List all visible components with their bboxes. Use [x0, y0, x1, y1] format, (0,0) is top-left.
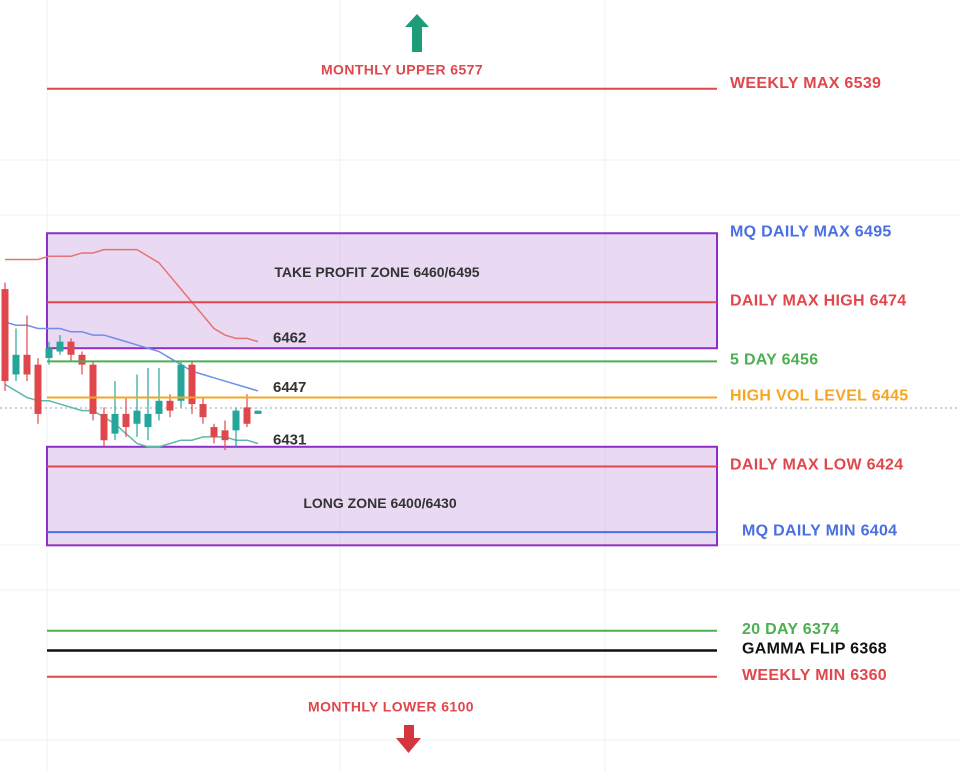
candle-body [34, 364, 42, 414]
candle-body [221, 430, 229, 441]
candle-body [100, 413, 108, 441]
level-label: HIGH VOL LEVEL 6445 [730, 388, 909, 405]
level-label: 20 DAY 6374 [742, 621, 840, 638]
candle-body [12, 354, 20, 375]
candle-body [133, 410, 141, 424]
zone [46, 445, 718, 547]
candle-body [243, 407, 251, 424]
candle-body [78, 354, 86, 365]
candle-body [155, 400, 163, 414]
level-label: MQ DAILY MAX 6495 [730, 223, 892, 240]
candle-body [67, 341, 75, 355]
candle-body [89, 364, 97, 414]
level-label: GAMMA FLIP 6368 [742, 641, 887, 658]
candle-body [122, 413, 130, 428]
monthly-lower: MONTHLY LOWER 6100 [308, 699, 474, 715]
monthly-upper: MONTHLY UPPER 6577 [321, 62, 483, 78]
candle-body [188, 364, 196, 405]
candle-body [56, 341, 64, 352]
candle-body [45, 348, 53, 359]
level-label: 5 DAY 6456 [730, 352, 818, 369]
candle-body [199, 404, 207, 418]
candle-body [254, 410, 262, 414]
level-label: MQ DAILY MIN 6404 [742, 522, 897, 539]
band-line [4, 321, 259, 392]
candle-body [177, 364, 185, 401]
candle-body [23, 354, 31, 375]
band-label: 6447 [273, 379, 306, 396]
candle-body [111, 413, 119, 434]
band-label: 6431 [273, 431, 306, 448]
candle-body [166, 400, 174, 411]
up-arrow [405, 14, 429, 52]
band-line [5, 248, 259, 343]
candle-body [210, 427, 218, 437]
level-label: WEEKLY MAX 6539 [730, 75, 881, 92]
zone [46, 232, 718, 350]
candle-body [1, 289, 9, 382]
band-line [4, 383, 259, 448]
down-arrow [396, 725, 421, 753]
level-label: WEEKLY MIN 6360 [742, 667, 887, 684]
candle-body [232, 410, 240, 431]
zone-label: LONG ZONE 6400/6430 [303, 495, 457, 511]
level-label: DAILY MAX LOW 6424 [730, 457, 903, 474]
band-label: 6462 [273, 330, 306, 347]
zone-label: TAKE PROFIT ZONE 6460/6495 [274, 264, 479, 280]
candle-body [144, 413, 152, 428]
level-label: DAILY MAX HIGH 6474 [730, 292, 906, 309]
